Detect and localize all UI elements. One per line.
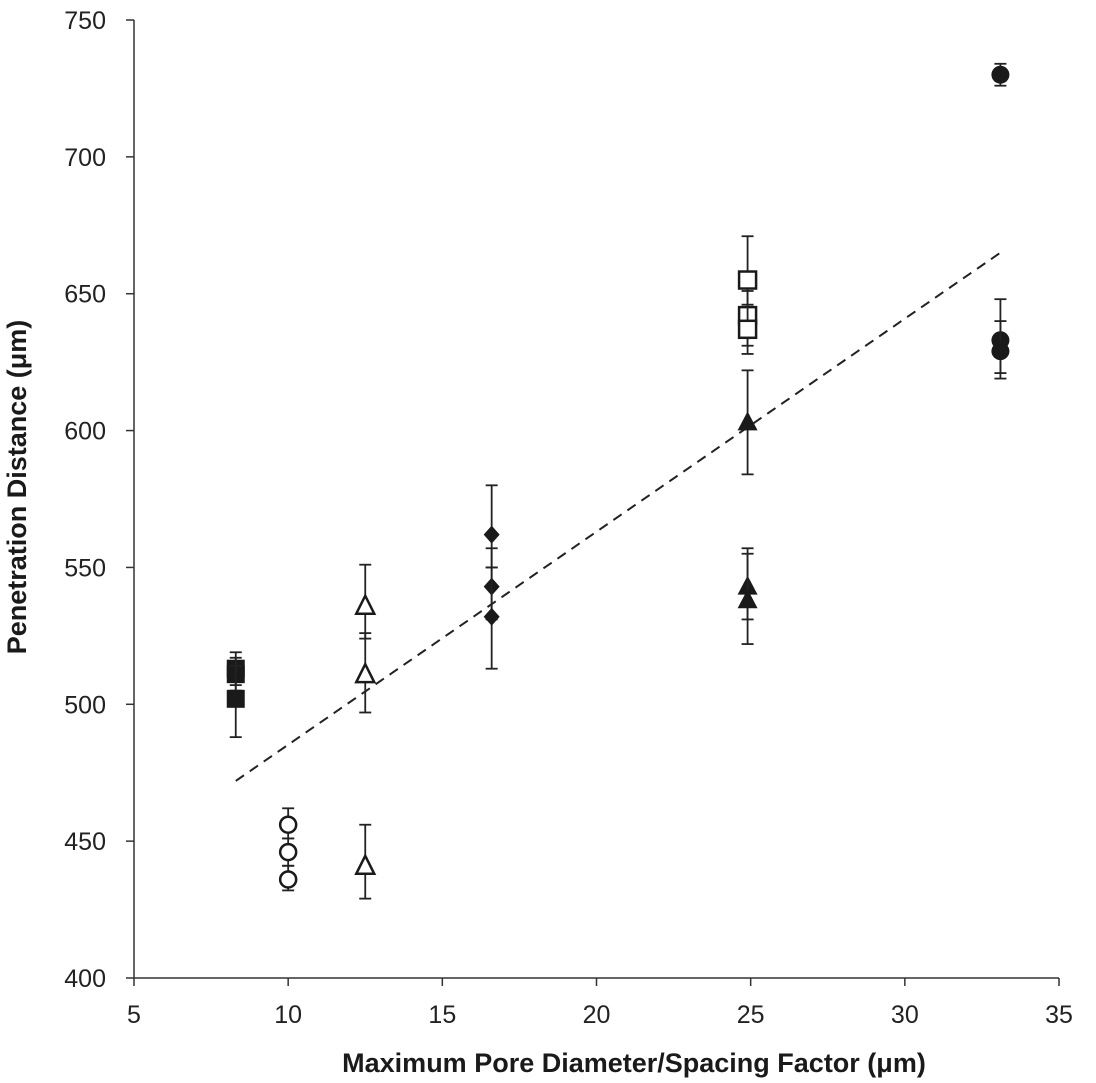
data-points	[226, 62, 1010, 900]
data-point	[354, 592, 377, 615]
series-filled-square	[226, 651, 245, 739]
y-axis-title: Penetration Distance (μm)	[2, 320, 32, 655]
x-axis-title: Maximum Pore Diameter/Spacing Factor (μm…	[342, 1048, 926, 1078]
series-filled-circle	[991, 62, 1010, 380]
y-ticks: 400 450 500 550 600 650 700 750	[64, 7, 134, 993]
x-tick-label: 30	[891, 1001, 919, 1029]
y-tick-label: 700	[64, 144, 106, 172]
data-point	[991, 65, 1010, 84]
x-tick-label: 10	[274, 1001, 302, 1029]
series-open-square	[737, 235, 758, 355]
y-tick-label: 400	[64, 965, 106, 993]
x-tick-label: 25	[737, 1001, 765, 1029]
x-tick-label: 20	[583, 1001, 611, 1029]
data-point	[737, 319, 758, 340]
data-point	[737, 589, 758, 609]
x-ticks: 5 10 15 20 25 30 35	[127, 978, 1073, 1029]
y-tick-label: 550	[64, 554, 106, 582]
trendline	[235, 251, 1001, 782]
data-point	[991, 342, 1010, 361]
series-filled-triangle	[737, 369, 758, 645]
data-point	[278, 815, 298, 834]
data-point	[278, 870, 298, 889]
y-tick-label: 650	[64, 281, 106, 309]
series-open-circle	[278, 807, 298, 892]
x-tick-label: 15	[428, 1001, 456, 1029]
data-point	[737, 270, 758, 290]
y-tick-label: 600	[64, 418, 106, 446]
data-point	[226, 689, 245, 708]
data-point	[354, 661, 377, 684]
series-filled-diamond	[483, 484, 500, 670]
data-point	[483, 607, 500, 626]
series-open-triangle	[354, 563, 377, 900]
trendline-group	[235, 251, 1001, 782]
x-tick-label: 35	[1045, 1001, 1073, 1029]
data-point	[354, 852, 377, 876]
x-tick-label: 5	[127, 1001, 141, 1029]
data-point	[483, 525, 500, 544]
y-tick-label: 450	[64, 828, 106, 856]
axes	[133, 20, 1059, 979]
data-point	[737, 411, 758, 431]
y-tick-label: 750	[64, 7, 106, 35]
data-point	[278, 842, 298, 862]
y-tick-label: 500	[64, 691, 106, 719]
